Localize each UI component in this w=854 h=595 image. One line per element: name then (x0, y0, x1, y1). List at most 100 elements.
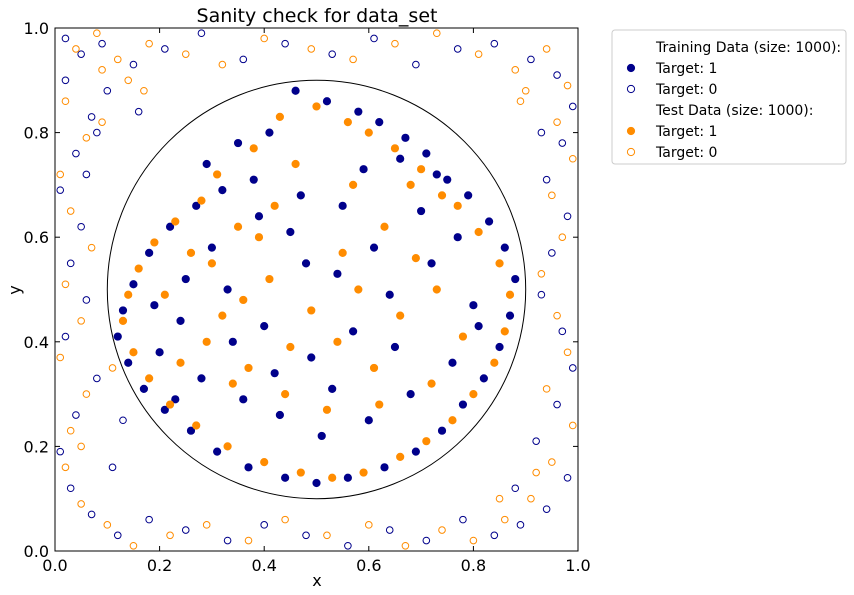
data-point-series-3 (61, 463, 70, 472)
data-point-series-0 (312, 478, 321, 488)
data-point-series-3 (77, 442, 85, 451)
data-point-series-0 (218, 186, 227, 195)
legend-label: Target: 0 (655, 145, 717, 161)
data-point-series-0 (484, 217, 494, 226)
data-point-series-3 (202, 521, 211, 529)
data-point-series-2 (380, 222, 389, 231)
data-point-series-2 (469, 390, 478, 399)
data-point-series-3 (98, 66, 106, 74)
data-point-series-0 (333, 269, 342, 278)
y-tick-label: 0.2 (24, 437, 49, 456)
data-point-series-1 (558, 139, 567, 147)
x-tick-label: 0.6 (356, 556, 381, 575)
data-point-series-2 (427, 379, 436, 388)
data-point-series-2 (354, 285, 363, 294)
data-point-series-3 (469, 536, 478, 545)
y-tick-label: 0.0 (24, 542, 49, 561)
data-point-series-1 (328, 50, 336, 58)
data-point-series-2 (150, 238, 159, 247)
data-point-series-2 (265, 274, 274, 284)
data-point-series-1 (103, 86, 112, 95)
data-point-series-0 (322, 97, 332, 106)
data-point-series-3 (77, 500, 85, 508)
data-point-series-2 (254, 233, 264, 242)
data-point-series-2 (192, 421, 201, 430)
data-point-series-2 (490, 358, 499, 367)
data-point-series-2 (186, 248, 196, 257)
data-point-series-1 (260, 521, 269, 529)
data-point-series-0 (349, 327, 358, 336)
data-point-series-1 (61, 34, 70, 43)
data-point-series-2 (260, 457, 269, 467)
data-point-series-0 (448, 358, 457, 367)
data-point-series-1 (568, 364, 577, 372)
data-point-series-0 (291, 86, 300, 95)
data-point-series-1 (87, 510, 96, 519)
data-point-series-0 (176, 316, 185, 325)
data-point-series-2 (411, 254, 420, 263)
data-point-series-2 (197, 196, 206, 205)
data-point-series-0 (207, 243, 216, 252)
x-tick-label: 1.0 (565, 556, 590, 575)
legend-marker (626, 126, 636, 136)
data-point-series-0 (453, 233, 462, 242)
data-point-series-2 (124, 290, 133, 299)
data-point-series-0 (239, 395, 248, 404)
data-point-series-0 (364, 416, 373, 425)
data-point-series-0 (181, 274, 190, 284)
data-point-series-2 (176, 358, 185, 367)
data-point-series-1 (56, 447, 65, 456)
data-point-series-0 (186, 426, 196, 435)
data-point-series-0 (422, 149, 431, 158)
data-point-series-3 (558, 233, 567, 241)
data-point-series-2 (281, 390, 290, 399)
data-point-series-0 (118, 306, 128, 315)
data-point-series-1 (527, 55, 535, 64)
plot-area (54, 27, 579, 552)
data-point-series-0 (479, 374, 488, 383)
data-point-series-2 (364, 128, 373, 137)
data-point-series-0 (160, 405, 169, 414)
data-point-series-3 (527, 494, 535, 503)
data-point-series-1 (490, 39, 499, 48)
data-point-series-0 (307, 353, 316, 362)
data-point-series-2 (307, 306, 316, 315)
data-point-series-1 (553, 71, 561, 79)
data-point-series-1 (537, 290, 546, 299)
data-point-series-3 (82, 390, 91, 398)
data-point-series-3 (56, 170, 65, 179)
data-point-series-2 (270, 201, 279, 210)
data-point-series-2 (343, 118, 352, 127)
data-point-series-1 (453, 45, 462, 53)
data-point-series-3 (500, 515, 509, 524)
legend-label: Target: 0 (655, 82, 717, 98)
data-point-series-2 (145, 374, 154, 383)
data-point-series-0 (150, 301, 159, 310)
data-point-series-0 (270, 369, 279, 378)
data-point-series-2 (437, 191, 447, 200)
data-point-series-1 (412, 60, 420, 69)
data-point-series-3 (391, 39, 399, 48)
data-point-series-0 (469, 301, 478, 310)
data-point-series-2 (249, 144, 258, 153)
data-point-series-0 (359, 165, 368, 174)
data-point-series-3 (82, 134, 91, 142)
x-axis-label: x (312, 571, 321, 590)
data-point-series-2 (118, 316, 128, 325)
data-point-series-3 (568, 154, 577, 163)
data-point-series-0 (223, 285, 232, 294)
data-point-series-3 (516, 97, 525, 106)
data-point-series-1 (302, 531, 310, 540)
data-point-series-0 (139, 384, 149, 393)
data-point-series-1 (113, 531, 122, 540)
data-point-series-1 (93, 128, 101, 137)
data-point-series-0 (406, 390, 415, 399)
data-point-series-3 (113, 55, 122, 64)
data-point-series-0 (145, 248, 154, 257)
data-point-series-1 (542, 505, 551, 513)
points-layer (56, 29, 577, 550)
data-point-series-1 (93, 374, 101, 383)
data-point-series-0 (343, 473, 352, 482)
data-point-series-3 (323, 531, 331, 540)
data-point-series-1 (77, 222, 85, 231)
